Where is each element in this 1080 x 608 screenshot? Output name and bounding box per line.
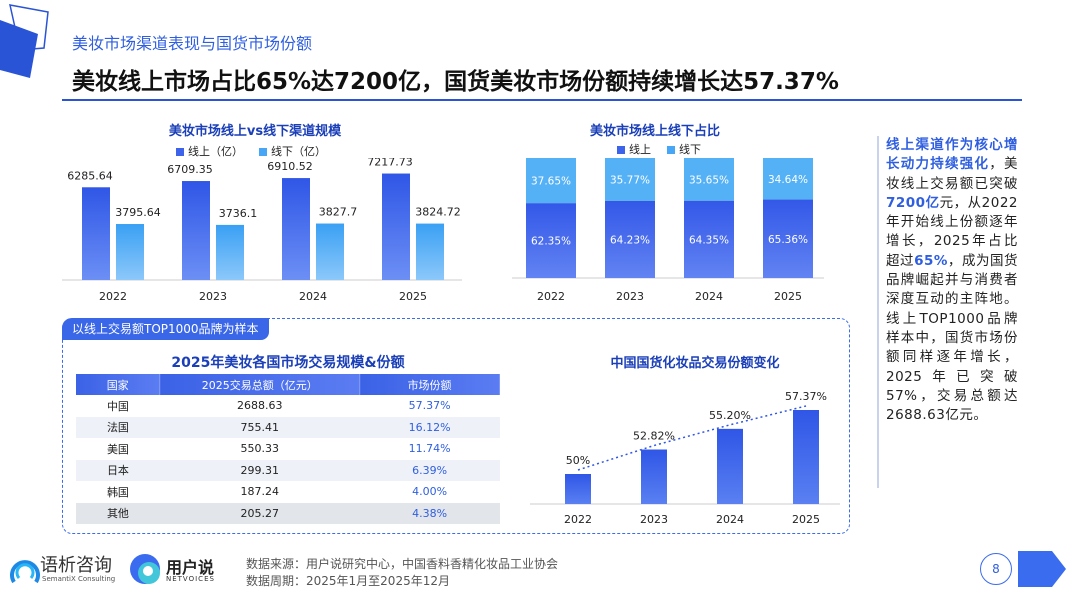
section-label: 美妆市场渠道表现与国货市场份额 xyxy=(72,34,313,53)
x-tick-label: 2023 xyxy=(199,290,227,303)
x-tick-label: 2025 xyxy=(774,290,802,303)
x-tick-label: 2024 xyxy=(716,513,744,526)
bar-value-label: 3827.7 xyxy=(319,206,358,219)
netvoices-logo-icon xyxy=(130,554,160,584)
table-header-row: 国家 2025交易总额（亿元） 市场份额 xyxy=(76,374,500,395)
logo1-subtitle: SemantiX Consulting xyxy=(42,575,116,583)
bar-domestic-share xyxy=(641,449,667,504)
table-row: 日本 299.31 6.39% xyxy=(76,459,500,481)
bar-domestic-share xyxy=(793,410,819,504)
bar-online xyxy=(282,178,310,280)
logo2-subtitle: NETVOICES xyxy=(166,575,215,583)
bar-online xyxy=(182,181,210,280)
market-share-table: 国家 2025交易总额（亿元） 市场份额 中国 2688.63 57.37% 法国 7… xyxy=(76,374,500,524)
online-share-label: 64.23% xyxy=(610,234,650,246)
table-row: 中国 2688.63 57.37% xyxy=(106,399,451,413)
data-source: 数据来源：用户说研究中心，中国香料香精化妆品工业协会 数据周期：2025年1月至… xyxy=(246,557,559,588)
title-divider xyxy=(62,99,1022,101)
chart2-title: 美妆市场线上线下占比 xyxy=(589,124,720,139)
table-row: 其他 205.27 4.38% xyxy=(76,502,500,524)
chart2-legend: 线上 线下 xyxy=(617,141,701,157)
bar-domestic-share xyxy=(717,428,743,504)
legend-online: 线上 xyxy=(617,141,651,157)
x-tick-label: 2024 xyxy=(695,290,723,303)
bar-offline xyxy=(316,223,344,280)
table-row: 美国 550.33 11.74% xyxy=(106,442,451,456)
x-tick-label: 2025 xyxy=(399,290,427,303)
x-tick-label: 2022 xyxy=(537,290,565,303)
bar-online-share xyxy=(763,199,813,278)
legend-online: 线上（亿） xyxy=(176,143,243,159)
summary-text: 线上渠道作为核心增长动力持续强化，美妆线上交易额已突破7200亿元，从2022年… xyxy=(886,137,1019,424)
bar-offline xyxy=(216,224,244,280)
bar-value-label: 57.37% xyxy=(785,390,827,403)
page-number: 8 xyxy=(980,553,1012,585)
table-row: 韩国 187.24 4.00% xyxy=(106,485,448,499)
bar-value-label: 55.20% xyxy=(709,409,751,422)
offline-share-label: 37.65% xyxy=(531,176,571,188)
sample-tag: 以线上交易额TOP1000品牌为样本 xyxy=(62,318,269,340)
chart1-title: 美妆市场线上vs线下渠道规模 xyxy=(168,124,342,139)
bar-value-label: 50% xyxy=(566,454,590,467)
bar-value-label: 6285.64 xyxy=(67,169,113,182)
bar-online xyxy=(82,187,110,280)
bar-value-label: 3795.64 xyxy=(115,206,161,219)
sample-box xyxy=(62,318,850,534)
col-share: 市场份额 xyxy=(359,374,500,395)
bar-online-share xyxy=(684,200,734,278)
bar-value-label: 52.82% xyxy=(633,430,675,443)
legend-offline: 线下 xyxy=(667,141,701,157)
bar-online xyxy=(382,173,410,280)
offline-share-label: 35.65% xyxy=(689,174,729,186)
bar-value-label: 3736.1 xyxy=(219,207,258,220)
x-tick-label: 2024 xyxy=(299,290,327,303)
x-tick-label: 2022 xyxy=(564,513,592,526)
col-country: 国家 xyxy=(76,374,161,395)
page-title: 美妆线上市场占比65%达7200亿，国货美妆市场份额持续增长达57.37% xyxy=(72,69,839,95)
online-share-label: 65.36% xyxy=(768,234,808,246)
bar-value-label: 6910.52 xyxy=(267,160,313,173)
x-tick-label: 2022 xyxy=(99,290,127,303)
chart3-title: 中国国货化妆品交易份额变化 xyxy=(610,356,780,371)
online-share-label: 64.35% xyxy=(689,234,729,246)
bar-offline xyxy=(116,224,144,280)
chart1-online-offline-scale: 6285.64 3795.64 2022 6709.35 3736.1 2023 6910.… xyxy=(62,158,462,303)
legend-offline: 线下（亿） xyxy=(259,143,326,159)
offline-share-label: 35.77% xyxy=(610,174,650,186)
bar-value-label: 6709.35 xyxy=(167,163,213,176)
chart2-online-offline-share: 37.65% 62.35% 2022 35.77% 64.23% 2023 35.65% 64… xyxy=(512,158,824,303)
logo2-name: 用户说 xyxy=(166,558,215,577)
table-title: 2025年美妆各国市场交易规模&份额 xyxy=(171,355,405,371)
x-tick-label: 2023 xyxy=(640,513,668,526)
online-share-label: 62.35% xyxy=(531,236,571,248)
x-tick-label: 2025 xyxy=(792,513,820,526)
bar-value-label: 3824.72 xyxy=(415,206,461,219)
next-page-arrow-icon xyxy=(1018,551,1066,587)
offline-share-label: 34.64% xyxy=(768,174,808,186)
bar-online-share xyxy=(526,203,576,278)
semantix-logo-icon xyxy=(10,560,40,584)
bar-value-label: 7217.73 xyxy=(367,158,413,169)
bar-offline-share xyxy=(605,158,655,201)
bar-domestic-share xyxy=(565,474,591,504)
chart1-legend: 线上（亿） 线下（亿） xyxy=(176,143,326,159)
table-row: 法国 755.41 16.12% xyxy=(76,416,500,438)
bar-offline-share xyxy=(763,158,813,200)
x-tick-label: 2023 xyxy=(616,290,644,303)
bar-offline-share xyxy=(526,158,576,204)
trend-line xyxy=(577,405,807,471)
sidebar-divider xyxy=(877,136,879,488)
logo1-name: 语析咨询 xyxy=(40,555,112,576)
bar-online-share xyxy=(605,200,655,278)
chart3-domestic-share: 50% 2022 52.82% 2023 55.20% 2024 57.37% 2025 xyxy=(530,390,840,526)
corner-decoration xyxy=(0,4,49,78)
bar-offline-share xyxy=(684,158,734,201)
bar-offline xyxy=(416,223,444,280)
col-amount: 2025交易总额（亿元） xyxy=(159,374,361,395)
